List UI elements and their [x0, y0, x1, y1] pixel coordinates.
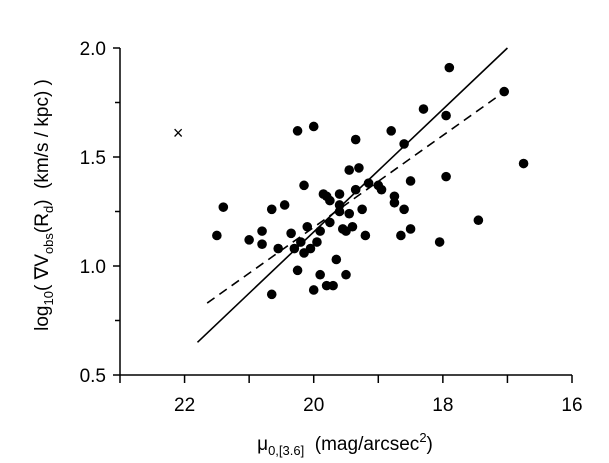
data-point [296, 237, 306, 247]
data-point [273, 243, 284, 254]
data-point [344, 208, 355, 219]
data-point [299, 180, 309, 191]
data-point [499, 86, 510, 97]
outlier-marker: × [173, 123, 184, 143]
y-axis-label: log10( ∇Vobs(Rd) (km/s / kpc) ) [32, 79, 56, 331]
data-point [292, 265, 303, 276]
solid-fit-line [196, 47, 508, 343]
data-point [328, 280, 338, 291]
data-point [257, 226, 267, 236]
data-point [434, 237, 445, 247]
data-point [441, 110, 451, 121]
data-point [302, 221, 313, 232]
axis-labels: μ0,[3.6] (mag/arcsec2) log10( ∇Vobs(Rd) … [32, 79, 433, 458]
data-point [292, 126, 303, 136]
y-tick-label: 2.0 [80, 39, 106, 60]
data-point [396, 230, 406, 241]
data-point [218, 202, 229, 212]
data-point [279, 200, 290, 210]
data-point [444, 62, 455, 73]
data-point [286, 228, 296, 239]
data-point [341, 269, 351, 280]
data-point [441, 171, 451, 182]
data-point [334, 206, 345, 217]
data-point [305, 243, 316, 254]
data-point [308, 285, 319, 295]
data-point [350, 184, 361, 195]
y-tick-label: 1.0 [80, 257, 106, 278]
x-tick-label: 22 [174, 395, 195, 416]
y-tick-label: 1.5 [80, 148, 106, 169]
data-point [473, 215, 484, 226]
data-point [315, 226, 325, 236]
data-point [357, 204, 367, 215]
data-point [312, 237, 322, 247]
y-tick-label: 0.5 [80, 366, 106, 387]
data-point [399, 204, 409, 215]
data-point [334, 189, 345, 199]
data-point [315, 269, 325, 280]
data-point [354, 163, 364, 173]
data-point [257, 239, 267, 249]
data-point [212, 230, 222, 241]
data-points: × [173, 62, 529, 300]
data-point [308, 121, 319, 132]
data-point [363, 178, 374, 188]
data-point [347, 221, 358, 232]
data-point [518, 158, 529, 169]
x-tick-label: 18 [432, 395, 453, 416]
data-point [350, 134, 361, 145]
data-point [360, 230, 371, 241]
data-point [325, 195, 335, 206]
data-point [344, 165, 355, 175]
data-point [325, 217, 335, 228]
data-point [386, 126, 397, 136]
x-axis-label: μ0,[3.6] (mag/arcsec2) [257, 430, 433, 458]
axes: 22 20 18 16 0.5 1.0 1.5 2.0 [80, 39, 583, 416]
dashed-fit-line [206, 86, 512, 304]
data-point [289, 243, 300, 254]
data-point [244, 235, 254, 245]
data-point [405, 224, 416, 234]
data-point [418, 104, 429, 114]
data-point [399, 139, 409, 149]
data-point [405, 176, 416, 186]
data-point [331, 254, 342, 265]
fit-lines [196, 47, 512, 343]
data-point [389, 197, 400, 208]
data-point [266, 204, 277, 215]
data-point [376, 184, 387, 195]
x-tick-label: 16 [561, 395, 582, 416]
x-tick-label: 20 [303, 395, 324, 416]
data-point [266, 289, 277, 300]
